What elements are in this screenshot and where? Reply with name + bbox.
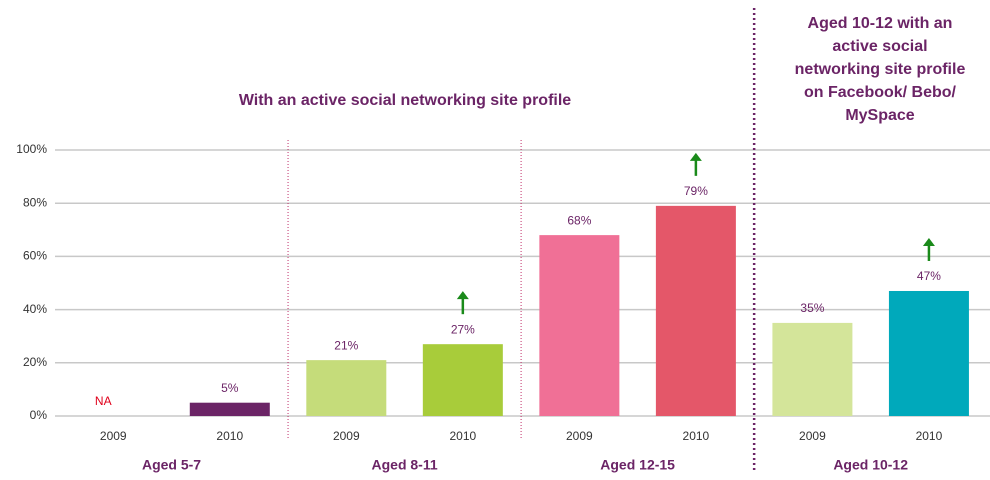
bar xyxy=(888,290,969,416)
annotation: Aged 10-12 with an xyxy=(808,15,953,32)
increase-arrow-head xyxy=(689,152,702,161)
group-label: Aged 8-11 xyxy=(372,457,438,473)
value-label: 79% xyxy=(684,184,708,198)
increase-arrow-head xyxy=(456,291,469,300)
x-tick-label: 2009 xyxy=(333,429,360,443)
y-tick-label: 40% xyxy=(23,302,47,316)
bar xyxy=(539,235,620,416)
x-tick-label: 2010 xyxy=(216,429,243,443)
value-label: 68% xyxy=(567,213,591,227)
x-tick-label: 2009 xyxy=(100,429,127,443)
value-label: 47% xyxy=(917,269,941,283)
bar xyxy=(422,344,503,416)
value-label: 35% xyxy=(800,301,824,315)
annotation: on Facebook/ Bebo/ xyxy=(804,84,957,101)
y-tick-label: 80% xyxy=(23,195,47,209)
group-label: Aged 10-12 xyxy=(833,457,908,473)
bar xyxy=(306,360,387,416)
chart-title: With an active social networking site pr… xyxy=(239,92,571,109)
x-tick-label: 2010 xyxy=(916,429,943,443)
y-tick-label: 20% xyxy=(23,355,47,369)
increase-arrow-head xyxy=(922,237,935,246)
annotation: active social xyxy=(832,38,927,55)
x-tick-label: 2010 xyxy=(449,429,476,443)
bar xyxy=(189,402,270,416)
value-label: NA xyxy=(95,394,112,408)
y-tick-label: 60% xyxy=(23,249,47,263)
annotation: MySpace xyxy=(845,107,914,124)
x-tick-label: 2009 xyxy=(799,429,826,443)
value-label: 27% xyxy=(451,322,475,336)
y-tick-label: 100% xyxy=(16,142,47,156)
group-label: Aged 12-15 xyxy=(600,457,675,473)
value-label: 21% xyxy=(334,338,358,352)
value-label: 5% xyxy=(221,381,239,395)
x-tick-label: 2009 xyxy=(566,429,593,443)
bar xyxy=(655,205,736,416)
bar xyxy=(772,322,853,416)
y-tick-label: 0% xyxy=(30,408,48,422)
group-label: Aged 5-7 xyxy=(142,457,201,473)
annotation: networking site profile xyxy=(795,61,966,78)
x-tick-label: 2010 xyxy=(683,429,710,443)
